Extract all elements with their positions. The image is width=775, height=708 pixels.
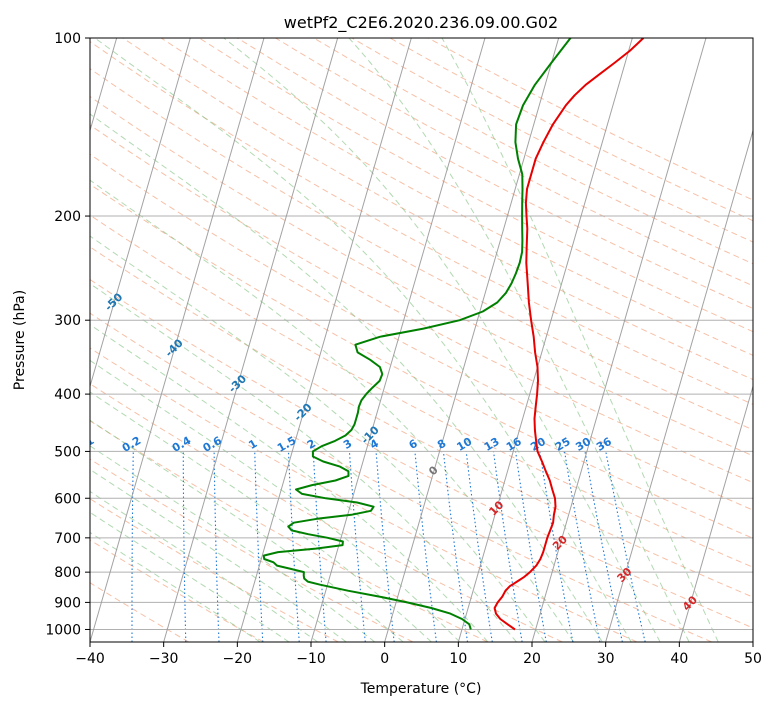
y-tick-label: 500 xyxy=(54,444,81,460)
x-axis-title: Temperature (°C) xyxy=(360,681,482,697)
chart-title: wetPf2_C2E6.2020.236.09.00.G02 xyxy=(284,13,558,33)
isotherm xyxy=(457,38,633,642)
mixing-ratio-line xyxy=(442,451,469,642)
dry-adiabat xyxy=(90,420,488,642)
mixing-ratio-line xyxy=(605,451,646,642)
x-axis-ticks: −40 −30 −20 −10 0 10 20 30 40 50 xyxy=(75,642,762,667)
moist-adiabat xyxy=(90,283,517,642)
dewpoint-profile xyxy=(262,38,572,630)
dry-adiabat xyxy=(90,582,190,642)
plot-area: -100-90-80-70-60-50-40-30-20-10010203040… xyxy=(73,38,753,642)
plot-frame xyxy=(89,37,754,643)
dry-adiabat xyxy=(90,124,753,484)
temperature-profile xyxy=(493,38,645,631)
isotherm xyxy=(90,38,191,389)
dry-adiabat xyxy=(90,312,712,642)
x-tick-label: 40 xyxy=(670,651,688,667)
mixing-ratio-lines xyxy=(131,451,646,642)
moist-adiabat xyxy=(90,468,347,642)
mixing-ratio-line xyxy=(375,451,395,642)
dry-adiabat xyxy=(90,347,638,642)
moist-adiabat xyxy=(90,359,461,642)
y-tick-label: 1000 xyxy=(45,622,81,638)
y-tick-label: 900 xyxy=(54,595,81,611)
y-tick-label: 400 xyxy=(54,387,81,403)
isotherm xyxy=(678,384,753,642)
isotherm xyxy=(163,38,339,642)
isotherm xyxy=(531,38,707,642)
isotherm xyxy=(236,38,412,642)
dry-adiabat xyxy=(198,38,753,333)
isotherm xyxy=(90,38,265,642)
dry-adiabat xyxy=(90,246,753,598)
y-tick-label: 700 xyxy=(54,531,81,547)
y-axis-title: Pressure (hPa) xyxy=(12,290,28,390)
moist-adiabat xyxy=(90,179,575,642)
isotherm xyxy=(605,128,753,642)
x-tick-label: −40 xyxy=(75,651,105,667)
x-tick-label: −30 xyxy=(149,651,179,667)
moist-adiabat xyxy=(90,445,376,642)
moist-adiabat xyxy=(223,38,661,642)
x-tick-label: 20 xyxy=(523,651,541,667)
x-tick-label: −10 xyxy=(296,651,326,667)
moist-adiabat xyxy=(94,38,632,642)
moist-adiabat xyxy=(90,419,404,642)
y-axis-ticks: 100 200 300 400 500 600 700 800 900 1000 xyxy=(45,31,90,638)
y-tick-label: 600 xyxy=(54,491,81,507)
dry-adiabat xyxy=(90,214,753,568)
dry-adiabat xyxy=(90,458,414,642)
pressure-grid xyxy=(90,38,753,630)
y-tick-label: 800 xyxy=(54,565,81,581)
y-tick-label: 100 xyxy=(54,31,81,47)
mixing-ratio-line xyxy=(414,451,437,642)
moist-adiabat xyxy=(90,490,319,642)
mixing-ratio-line xyxy=(584,451,623,642)
moist-adiabat xyxy=(90,235,546,642)
isotherm xyxy=(384,38,560,642)
mixing-ratio-label: 0.1 xyxy=(73,434,96,455)
moist-adiabat xyxy=(90,113,603,642)
dry-adiabat xyxy=(237,38,753,310)
dry-adiabat xyxy=(90,278,753,629)
x-tick-label: 30 xyxy=(597,651,615,667)
x-tick-label: 0 xyxy=(380,651,389,667)
sounding-series xyxy=(262,38,645,631)
dry-adiabat xyxy=(90,183,753,539)
x-tick-label: −20 xyxy=(223,651,253,667)
y-tick-label: 200 xyxy=(54,209,81,225)
moist-adiabat xyxy=(441,38,719,642)
dry-adiabat xyxy=(90,40,753,405)
x-tick-label: 10 xyxy=(449,651,467,667)
moist-adiabat xyxy=(90,391,432,642)
y-tick-label: 300 xyxy=(54,313,81,329)
x-tick-label: 50 xyxy=(744,651,762,667)
dry-adiabats xyxy=(90,38,753,642)
dry-adiabat xyxy=(90,539,264,642)
dry-adiabat xyxy=(122,38,753,381)
mixing-ratio-line xyxy=(465,451,493,642)
mixing-ratio-line xyxy=(515,451,547,642)
dry-adiabat xyxy=(90,153,753,511)
mixing-ratio-line xyxy=(492,451,523,642)
